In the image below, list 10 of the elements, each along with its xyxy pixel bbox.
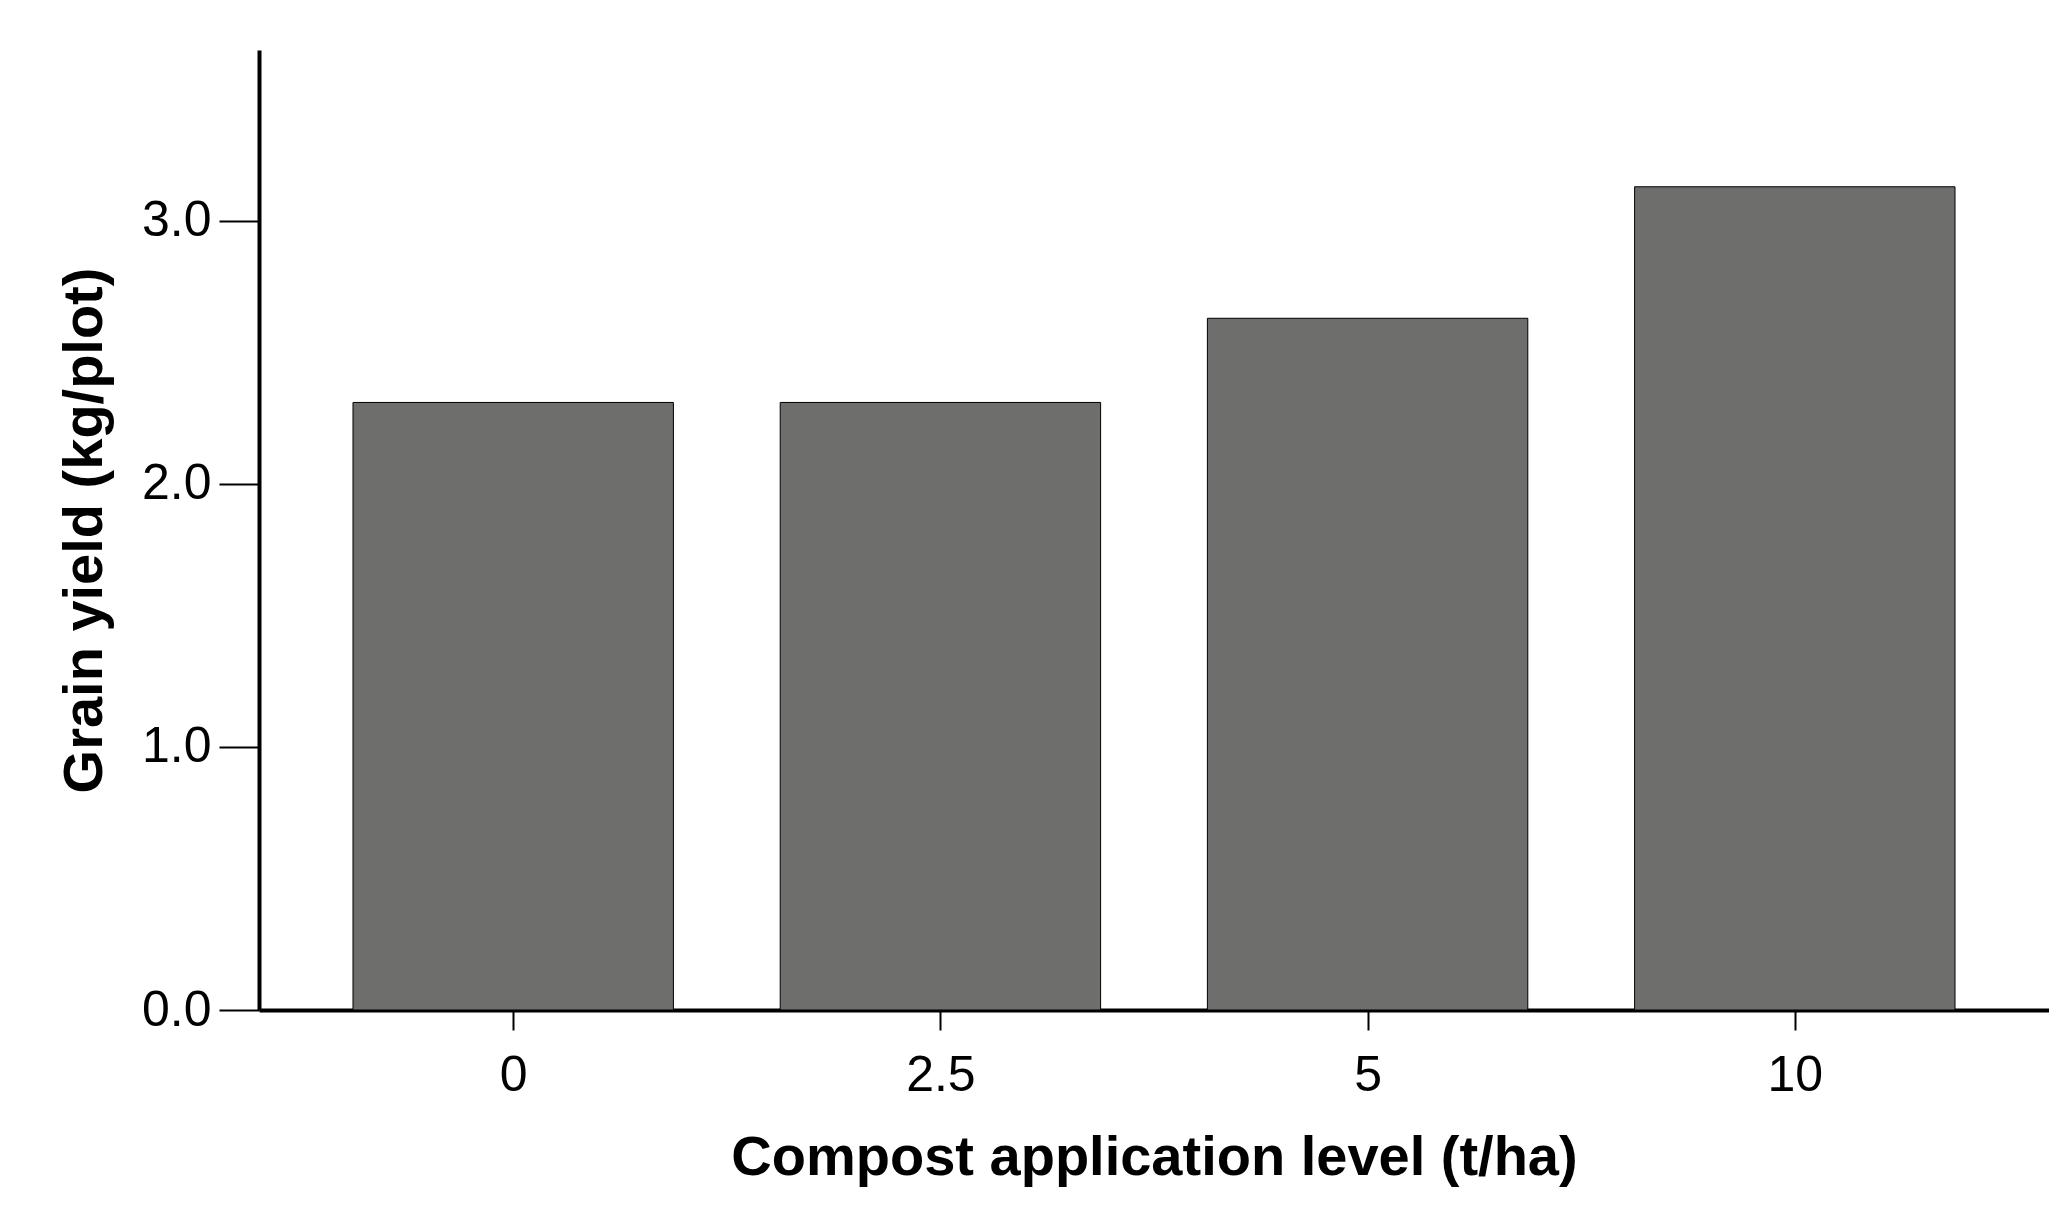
y-tick-label: 0.0: [141, 980, 212, 1037]
x-tick-label: 10: [1767, 1045, 1824, 1102]
y-axis-title: Grain yield (kg/plot): [50, 267, 114, 794]
y-tick-label: 1.0: [141, 717, 212, 774]
x-tick-label: 0: [499, 1045, 528, 1102]
x-tick-label: 5: [1354, 1045, 1383, 1102]
y-tick-label: 3.0: [141, 191, 212, 248]
x-axis-title: Compost application level (t/ha): [731, 1123, 1578, 1187]
y-tick-label: 2.0: [141, 454, 212, 511]
x-tick-label: 2.5: [906, 1045, 976, 1102]
